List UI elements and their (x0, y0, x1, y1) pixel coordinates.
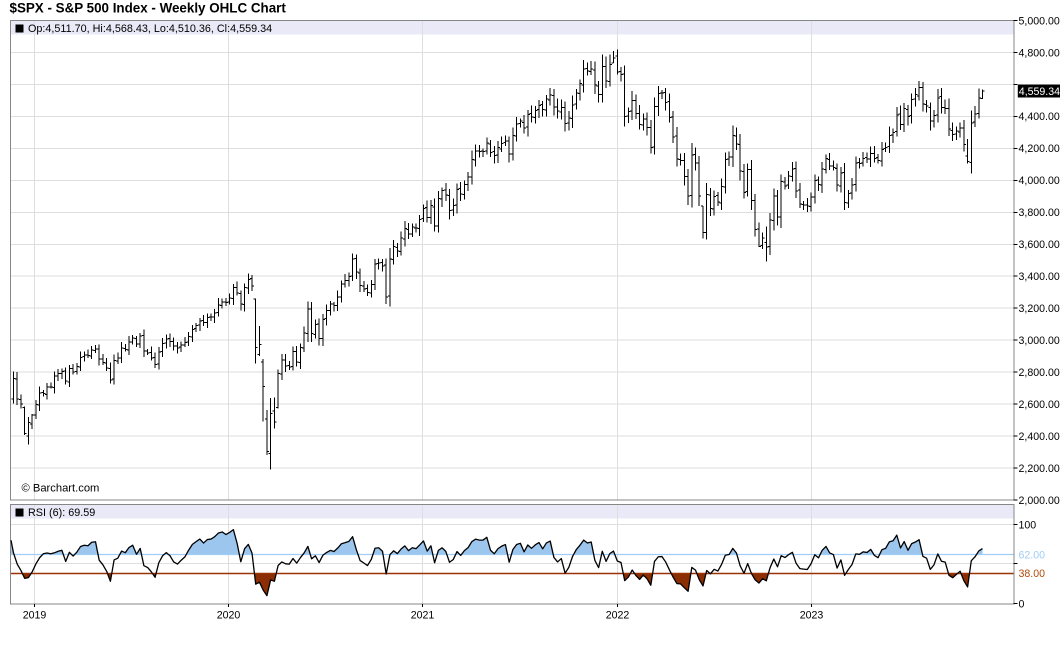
svg-text:RSI (6): 69.59: RSI (6): 69.59 (28, 507, 95, 519)
svg-text:3,200.00: 3,200.00 (1019, 303, 1060, 315)
svg-text:2,600.00: 2,600.00 (1019, 399, 1060, 411)
svg-text:2023: 2023 (800, 610, 824, 622)
svg-text:4,400.00: 4,400.00 (1019, 111, 1060, 123)
svg-text:2021: 2021 (411, 610, 435, 622)
svg-text:Op:4,511.70, Hi:4,568.43, Lo:4: Op:4,511.70, Hi:4,568.43, Lo:4,510.36, C… (28, 23, 272, 35)
svg-text:100: 100 (1019, 519, 1037, 531)
svg-text:4,000.00: 4,000.00 (1019, 175, 1060, 187)
svg-text:4,559.34: 4,559.34 (1019, 86, 1060, 98)
svg-text:3,400.00: 3,400.00 (1019, 271, 1060, 283)
svg-text:2020: 2020 (217, 610, 241, 622)
svg-text:3,000.00: 3,000.00 (1019, 335, 1060, 347)
svg-text:© Barchart.com: © Barchart.com (22, 483, 100, 495)
svg-text:62.00: 62.00 (1019, 549, 1046, 561)
svg-text:5,000.00: 5,000.00 (1019, 15, 1060, 27)
svg-text:38.00: 38.00 (1019, 568, 1046, 580)
svg-text:4,200.00: 4,200.00 (1019, 143, 1060, 155)
svg-text:2022: 2022 (606, 610, 630, 622)
svg-text:3,600.00: 3,600.00 (1019, 239, 1060, 251)
svg-text:2,000.00: 2,000.00 (1019, 495, 1060, 507)
svg-text:4,800.00: 4,800.00 (1019, 47, 1060, 59)
svg-text:3,800.00: 3,800.00 (1019, 207, 1060, 219)
svg-text:2,400.00: 2,400.00 (1019, 431, 1060, 443)
svg-text:2019: 2019 (23, 610, 47, 622)
svg-text:0: 0 (1019, 598, 1025, 610)
svg-text:$SPX - S&P 500 Index - Weekly: $SPX - S&P 500 Index - Weekly OHLC Chart (10, 1, 287, 16)
svg-text:2,200.00: 2,200.00 (1019, 463, 1060, 475)
svg-text:2,800.00: 2,800.00 (1019, 367, 1060, 379)
